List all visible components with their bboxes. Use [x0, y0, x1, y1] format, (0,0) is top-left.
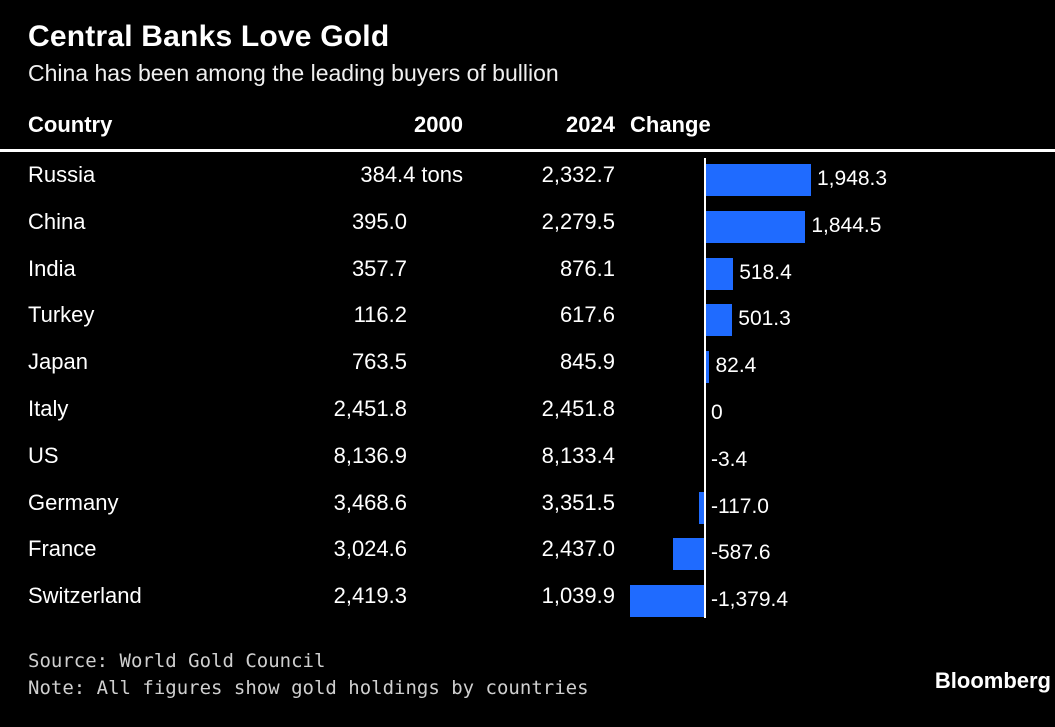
value-2000-number: 395.0 [351, 208, 407, 234]
header-2024: 2024 [566, 112, 615, 137]
change-bar [705, 210, 806, 243]
value-2024: 845.9 [559, 349, 615, 375]
value-2000-number: 3,024.6 [333, 536, 407, 562]
country-name: China [28, 208, 86, 234]
table-row: Turkey 116.2 617.6 501.3 [0, 300, 1055, 346]
table-row: Italy 2,451.8 2,451.8 0 [0, 394, 1055, 440]
country-name: Japan [28, 349, 88, 375]
change-bar [705, 257, 734, 290]
value-2000-number: 763.5 [351, 349, 407, 375]
value-2000: 8,136.9 [334, 441, 407, 471]
value-2000-number: 2,451.8 [333, 396, 407, 421]
change-value-label: 0 [711, 401, 723, 424]
header-rule [0, 149, 1055, 152]
table-row: India 357.7 876.1 518.4 [0, 254, 1055, 300]
chart-title: Central Banks Love Gold [28, 20, 390, 53]
value-2000-number: 2,419.3 [333, 583, 407, 609]
table-row: Russia 384.4 tons 2,332.7 1,948.3 [0, 160, 1055, 206]
value-2000-number: 3,468.6 [333, 489, 407, 515]
change-value-label: -1,379.4 [711, 588, 789, 612]
value-2000-number: 357.7 [351, 255, 407, 281]
country-name: US [28, 442, 59, 468]
value-2000: 116.2 [354, 300, 407, 330]
change-value-label: 82.4 [715, 354, 757, 378]
footer-notes: Source: World Gold Council Note: All fig… [28, 648, 589, 702]
change-bar [673, 538, 705, 571]
value-2000: 3,024.6 [334, 534, 407, 564]
brand-logo-text: Bloomberg [934, 668, 1051, 693]
header-change: Change [630, 112, 711, 137]
value-2000: 763.5 [352, 347, 407, 377]
table-row: Germany 3,468.6 3,351.5 -117.0 [0, 488, 1055, 534]
value-2000-number: 384.4 [360, 162, 416, 187]
value-2024: 2,451.8 [541, 396, 615, 421]
value-2024: 8,133.4 [541, 442, 615, 468]
country-name: Italy [28, 396, 69, 421]
country-name: Switzerland [28, 583, 142, 609]
change-value-label: -3.4 [711, 447, 748, 471]
value-2024: 2,332.7 [541, 162, 615, 187]
country-name: Russia [28, 162, 96, 187]
change-value-label: -117.0 [711, 494, 769, 518]
chart-subtitle: China has been among the leading buyers … [28, 60, 559, 86]
change-bar [629, 585, 705, 618]
change-bar [705, 351, 710, 384]
country-name: Germany [28, 489, 119, 515]
change-value-label: 518.4 [739, 260, 792, 284]
value-2024: 617.6 [559, 302, 615, 328]
value-2024: 2,279.5 [541, 208, 615, 234]
source-text: Source: World Gold Council [28, 650, 326, 672]
country-name: France [28, 536, 97, 562]
change-bar [705, 304, 733, 337]
value-2000: 357.7 [352, 254, 407, 284]
value-2024: 1,039.9 [541, 583, 615, 609]
change-value-label: 1,844.5 [811, 213, 882, 237]
header-2000: 2000 [414, 112, 463, 137]
change-bar [705, 164, 811, 196]
country-name: India [28, 255, 76, 281]
value-2000: 395.0 [352, 207, 407, 237]
value-2000-number: 116.2 [353, 302, 407, 328]
unit-label: tons [421, 162, 463, 187]
value-2024: 876.1 [559, 255, 615, 281]
table-row: US 8,136.9 8,133.4 -3.4 [0, 441, 1055, 487]
change-value-label: 501.3 [738, 307, 791, 331]
change-bar [698, 491, 705, 524]
table-row: China 395.0 2,279.5 1,844.5 [0, 207, 1055, 253]
value-2000: 3,468.6 [334, 488, 407, 518]
value-2000: 2,451.8 [334, 394, 407, 424]
change-value-label: 1,948.3 [817, 167, 888, 190]
header-country: Country [28, 112, 113, 137]
table-row: France 3,024.6 2,437.0 -587.6 [0, 534, 1055, 580]
country-name: Turkey [28, 302, 95, 328]
table-row: Japan 763.5 845.9 82.4 [0, 347, 1055, 393]
table-row: Switzerland 2,419.3 1,039.9 -1,379.4 [0, 581, 1055, 627]
value-2000-number: 8,136.9 [333, 442, 407, 468]
value-2024: 2,437.0 [541, 536, 615, 562]
change-value-label: -587.6 [711, 541, 771, 565]
note-text: Note: All figures show gold holdings by … [28, 677, 589, 699]
value-2024: 3,351.5 [541, 489, 615, 515]
value-2000: 384.4 tons [360, 160, 463, 190]
value-2000: 2,419.3 [334, 581, 407, 611]
change-zero-line [704, 158, 706, 618]
